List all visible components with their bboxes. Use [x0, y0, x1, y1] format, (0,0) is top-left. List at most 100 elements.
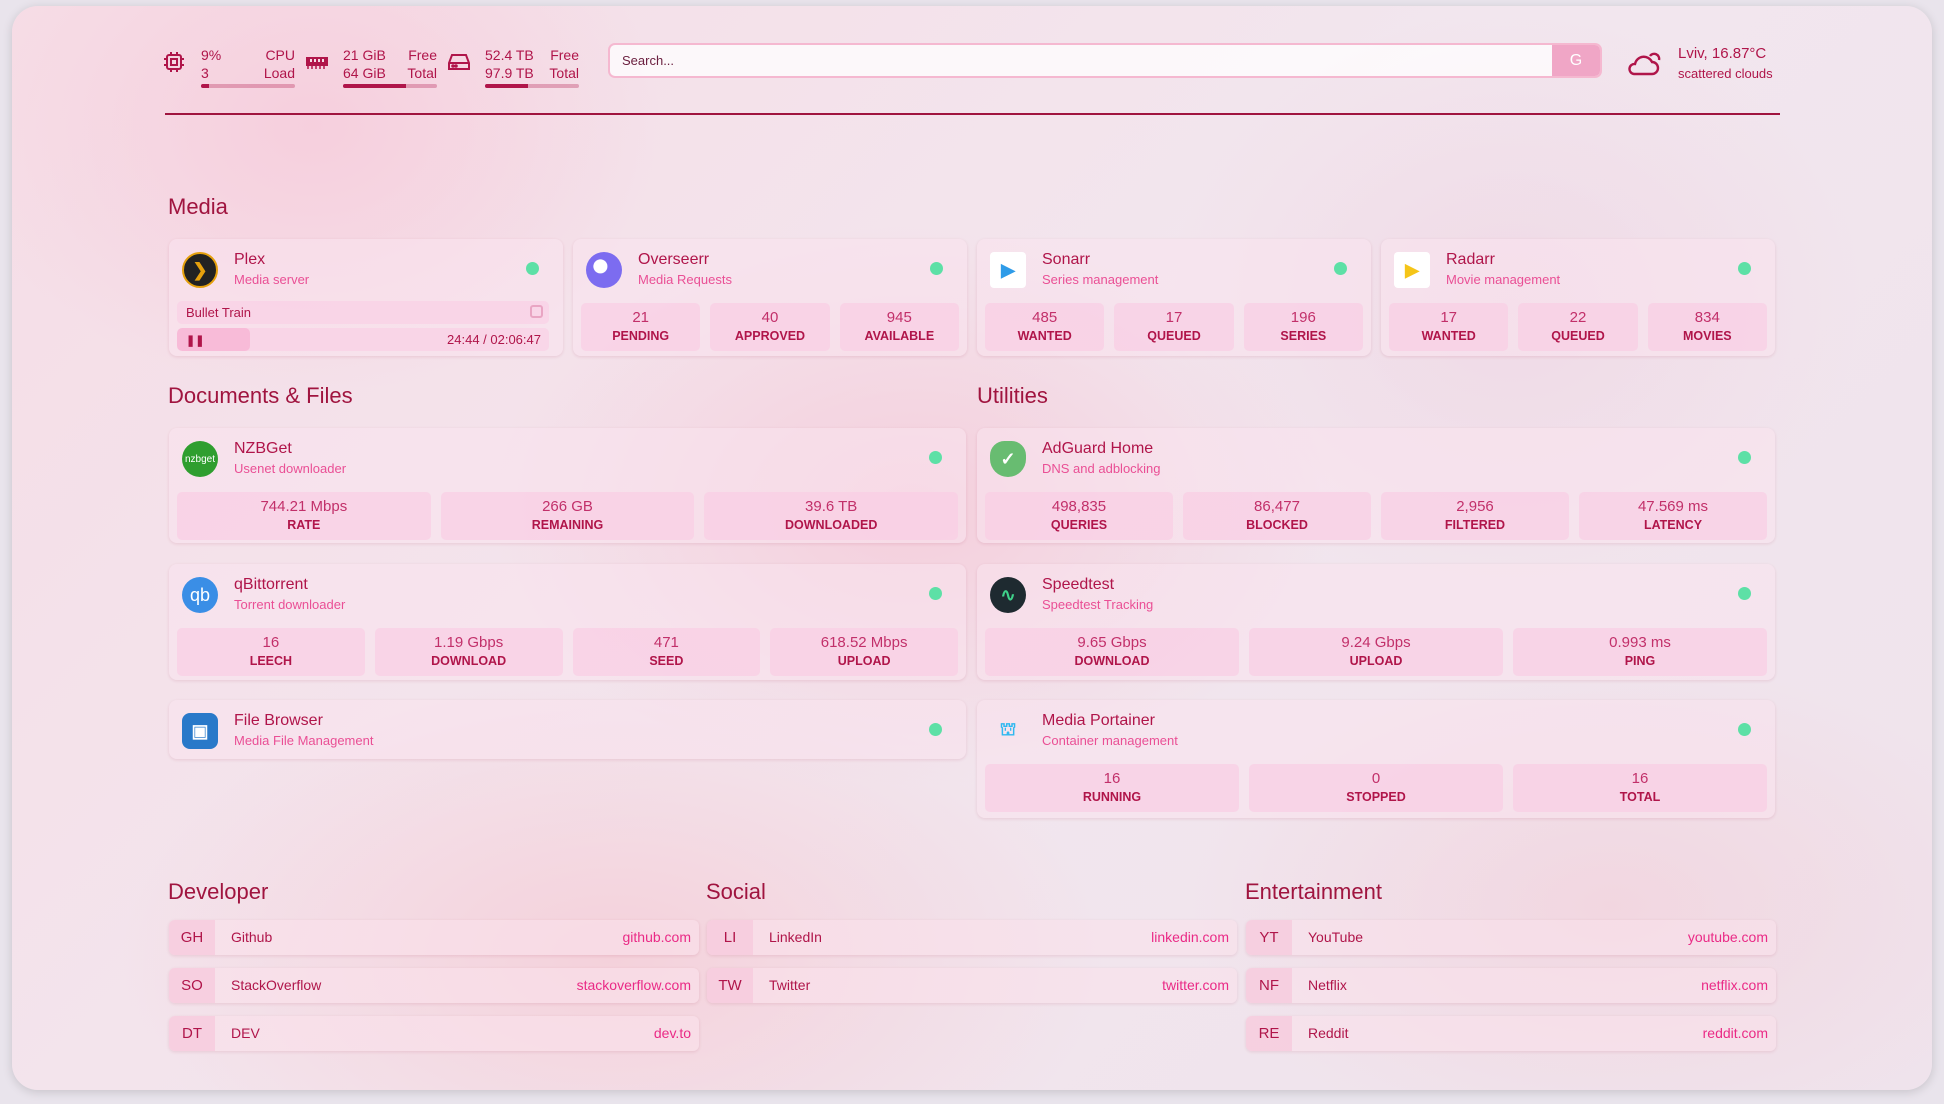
status-dot: [1738, 723, 1751, 736]
bookmark-abbr: YT: [1246, 920, 1292, 955]
bookmark-name[interactable]: YouTube: [1308, 929, 1364, 945]
sonarr-icon: ▶: [990, 252, 1026, 288]
stat-value: 945: [886, 309, 912, 326]
bookmark-name[interactable]: StackOverflow: [231, 977, 322, 993]
bookmark-name[interactable]: Reddit: [1308, 1025, 1349, 1041]
stat-label: WANTED: [1421, 329, 1476, 343]
service-subtitle: Media File Management: [234, 733, 374, 748]
memory-free-label: Free: [408, 47, 437, 63]
service-name[interactable]: Speedtest: [1042, 576, 1115, 593]
stat-value: 1.19 Gbps: [434, 634, 504, 651]
stat-label: STOPPED: [1346, 790, 1406, 804]
service-card-file-browser[interactable]: ▣ File Browser Media File Management: [169, 700, 966, 759]
search-input[interactable]: [610, 45, 1510, 76]
bookmark-url[interactable]: linkedin.com: [1151, 929, 1229, 945]
disk-free-label: Free: [550, 47, 579, 63]
disk-stat: 52.4 TB 97.9 TB Free Total: [485, 46, 579, 88]
cpu-value: 9%: [201, 47, 222, 63]
stat-value: 39.6 TB: [805, 498, 858, 515]
service-card-nzbget[interactable]: nzbget NZBGet Usenet downloader 744.21 Mbps…: [169, 428, 966, 543]
bookmark-youtube[interactable]: YT YouTube youtube.com: [1246, 920, 1776, 955]
service-name[interactable]: qBittorrent: [234, 576, 308, 593]
bookmark-url[interactable]: netflix.com: [1701, 977, 1768, 993]
stat-block: 0 STOPPED: [1249, 764, 1503, 812]
stat-label: QUEUED: [1147, 329, 1201, 343]
bookmark-name[interactable]: Netflix: [1308, 977, 1347, 993]
stat-label: APPROVED: [734, 329, 806, 343]
service-card-media-portainer[interactable]: ⛫ Media Portainer Container management 16 RU…: [977, 700, 1775, 818]
bookmark-stackoverflow[interactable]: SO StackOverflow stackoverflow.com: [169, 968, 699, 1003]
stat-block: 0.993 ms PING: [1513, 628, 1767, 676]
memory-bar: [343, 84, 437, 88]
bookmark-group-title: Social: [706, 879, 766, 904]
service-card-adguard-home[interactable]: ✓ AdGuard Home DNS and adblocking 498,835 QU…: [977, 428, 1775, 543]
service-name[interactable]: Plex: [234, 251, 266, 268]
stat-block: 471 SEED: [572, 628, 761, 676]
bookmark-url[interactable]: github.com: [622, 929, 691, 945]
service-name[interactable]: Sonarr: [1042, 251, 1091, 268]
stat-block: 16 LEECH: [177, 628, 365, 676]
bookmark-name[interactable]: Twitter: [769, 977, 811, 993]
service-name[interactable]: NZBGet: [234, 440, 292, 457]
cpu-bar: [201, 84, 295, 88]
stat-value: 485: [1032, 309, 1058, 326]
disk-total-label: Total: [549, 65, 579, 81]
service-subtitle: Media Requests: [638, 272, 732, 287]
service-name[interactable]: Radarr: [1446, 251, 1495, 268]
service-card-speedtest[interactable]: ∿ Speedtest Speedtest Tracking 9.65 Gbps DOW…: [977, 564, 1775, 680]
weather-location-temp: Lviv, 16.87°C: [1678, 45, 1767, 62]
status-dot: [1738, 451, 1751, 464]
stat-block: 945 AVAILABLE: [839, 303, 959, 351]
stat-block: 17 WANTED: [1389, 303, 1509, 351]
bookmark-url[interactable]: reddit.com: [1702, 1025, 1768, 1041]
bookmark-url[interactable]: youtube.com: [1687, 929, 1768, 945]
section-title-documents: Documents & Files: [168, 383, 353, 408]
cpu-icon: [162, 50, 186, 79]
bookmark-name[interactable]: DEV: [231, 1025, 260, 1041]
stat-value: 471: [653, 634, 679, 651]
stat-value: 22: [1569, 309, 1587, 326]
bookmark-netflix[interactable]: NF Netflix netflix.com: [1246, 968, 1776, 1003]
bookmark-twitter[interactable]: TW Twitter twitter.com: [707, 968, 1237, 1003]
stat-block: 9.65 Gbps DOWNLOAD: [985, 628, 1239, 676]
stat-label: RATE: [287, 518, 321, 532]
stat-block: 16 RUNNING: [985, 764, 1239, 812]
weather-widget[interactable]: Lviv, 16.87°C scattered clouds: [1678, 44, 1773, 84]
bookmark-github[interactable]: GH Github github.com: [169, 920, 699, 955]
cpu-load-label: Load: [263, 65, 295, 81]
search-engine-button[interactable]: G: [1552, 45, 1600, 76]
service-card-radarr[interactable]: ▶ Radarr Movie management 17 WANTED 22 QUEUED 8…: [1381, 239, 1775, 356]
service-stats: 21 PENDING 40 APPROVED 945 AVAILABLE: [581, 303, 959, 351]
service-subtitle: Speedtest Tracking: [1042, 597, 1154, 612]
service-card-plex[interactable]: ❯ Plex Media server Bullet Train ❚❚ 24:44 / 0…: [169, 239, 563, 356]
bookmark-dev[interactable]: DT DEV dev.to: [169, 1016, 699, 1051]
bookmark-linkedin[interactable]: LI LinkedIn linkedin.com: [707, 920, 1237, 955]
stat-value: 834: [1694, 309, 1720, 326]
stat-block: 266 GB REMAINING: [440, 492, 695, 540]
bookmark-url[interactable]: stackoverflow.com: [576, 977, 691, 993]
service-name[interactable]: Media Portainer: [1042, 712, 1155, 729]
stat-block: 744.21 Mbps RATE: [177, 492, 431, 540]
service-card-qbittorrent[interactable]: qb qBittorrent Torrent downloader 16 LEECH 1.…: [169, 564, 966, 680]
bookmark-url[interactable]: dev.to: [653, 1025, 691, 1041]
stat-value: 9.24 Gbps: [1341, 634, 1411, 651]
bookmark-url[interactable]: twitter.com: [1162, 977, 1229, 993]
service-name[interactable]: Overseerr: [638, 251, 710, 268]
search-box: G: [608, 43, 1602, 78]
service-name[interactable]: AdGuard Home: [1042, 440, 1154, 457]
service-stats: 498,835 QUERIES 86,477 BLOCKED 2,956 FILTERED…: [985, 492, 1767, 540]
bookmark-reddit[interactable]: RE Reddit reddit.com: [1246, 1016, 1776, 1051]
stream-info-icon[interactable]: [530, 305, 543, 318]
qbittorrent-icon: qb: [182, 577, 218, 613]
dashboard: 9% 3 CPU Load 21 GiB 64 GiB Free Total 5…: [12, 6, 1932, 1090]
stat-block: 1.19 Gbps DOWNLOAD: [374, 628, 563, 676]
service-card-overseerr[interactable]: Overseerr Media Requests 21 PENDING 40 APPROV…: [573, 239, 967, 356]
stat-value: 16: [1631, 770, 1649, 787]
stat-block: 17 QUEUED: [1114, 303, 1234, 351]
status-dot: [1738, 587, 1751, 600]
service-name[interactable]: File Browser: [234, 712, 323, 729]
bookmark-name[interactable]: LinkedIn: [769, 929, 822, 945]
bookmark-name[interactable]: Github: [231, 929, 273, 945]
service-card-sonarr[interactable]: ▶ Sonarr Series management 485 WANTED 17 QUEUE…: [977, 239, 1371, 356]
pause-icon[interactable]: ❚❚: [186, 335, 205, 347]
